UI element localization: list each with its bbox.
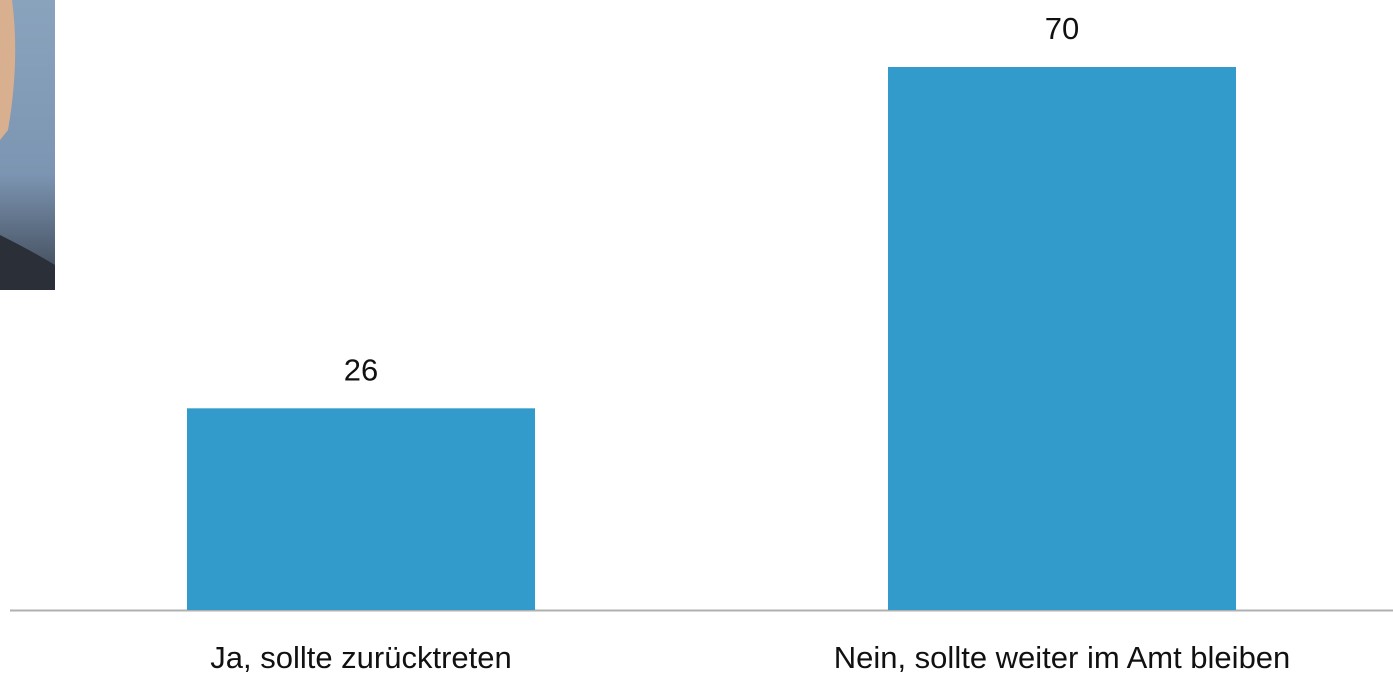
page: 26 Ja, sollte zurücktreten 70 Nein, sollte … <box>0 0 1393 677</box>
chart: 26 Ja, sollte zurücktreten 70 Nein, sollte … <box>0 0 1393 677</box>
x-tick-label: Nein, sollte weiter im Amt bleiben <box>834 640 1291 675</box>
value-label: 26 <box>344 353 378 388</box>
x-tick-label: Ja, sollte zurücktreten <box>210 640 512 675</box>
bar <box>888 67 1236 610</box>
bar <box>187 408 535 610</box>
value-label: 70 <box>1045 11 1079 46</box>
